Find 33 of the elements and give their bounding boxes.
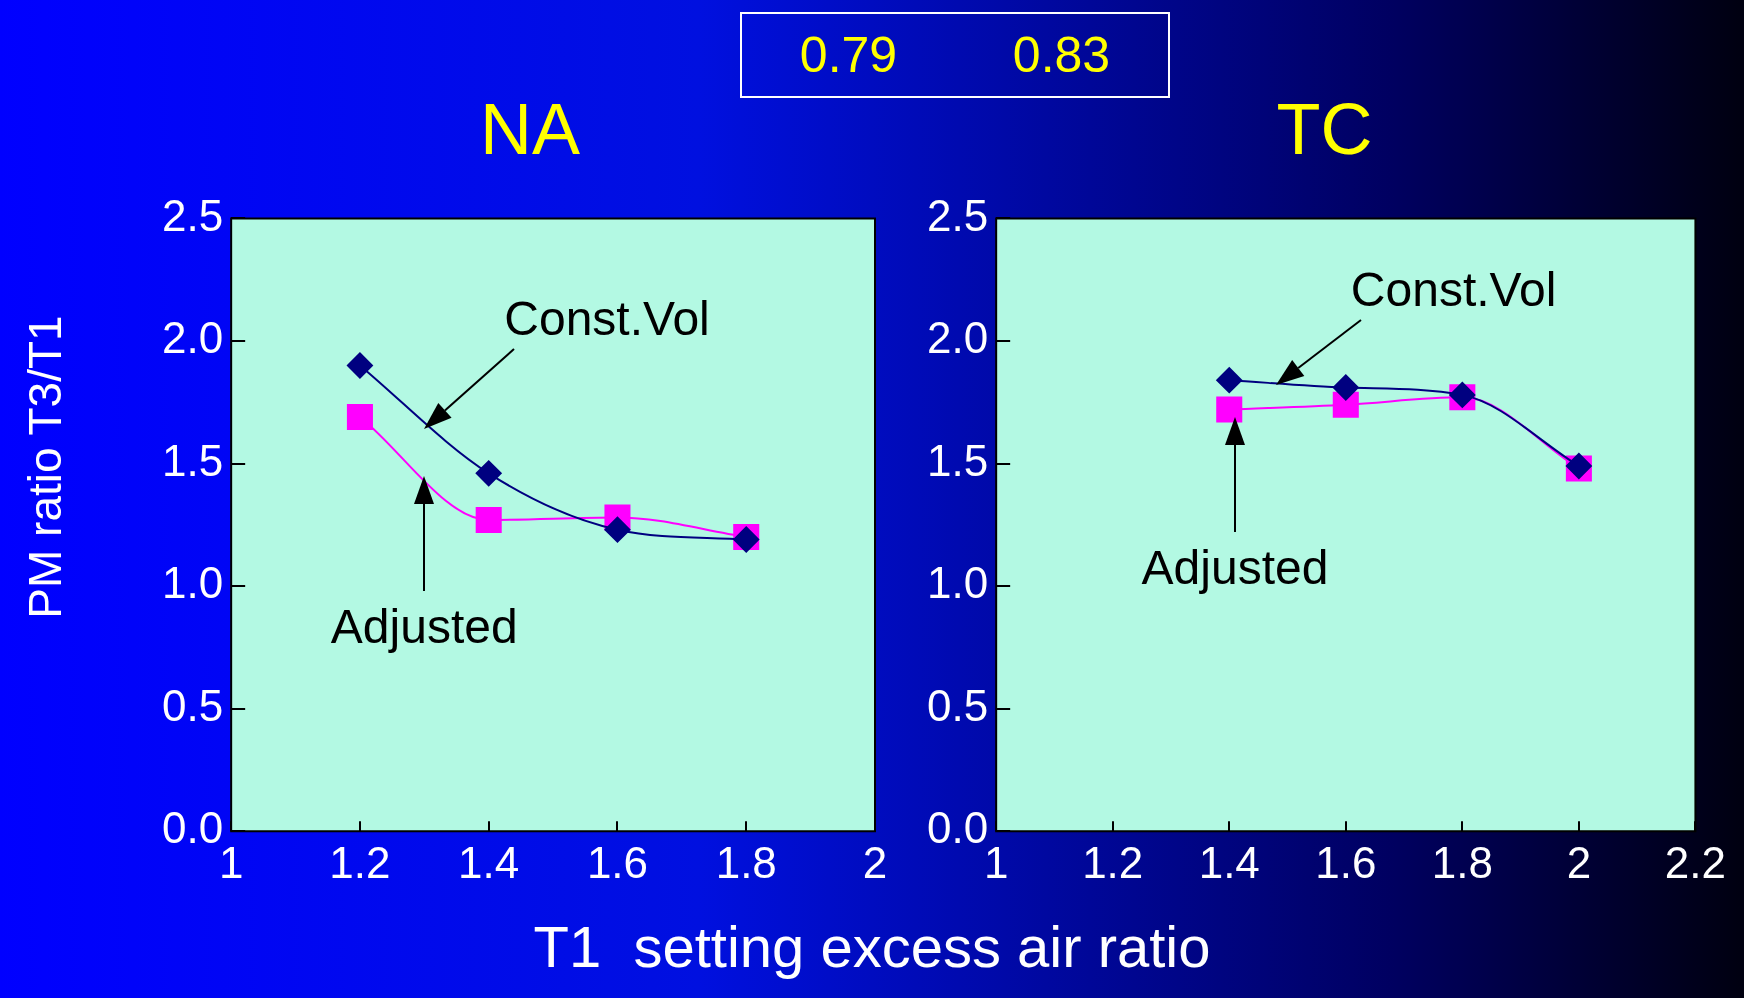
text: 0.79: [799, 26, 898, 84]
annotation: Adjusted: [330, 598, 518, 655]
x-tick-label: 1.8: [715, 837, 777, 887]
x-tick-label: 1.2: [329, 837, 391, 887]
text: 0.83: [1012, 26, 1111, 84]
y-tick-label: 2.5: [926, 190, 989, 240]
x-tick-label: 1.2: [1082, 837, 1144, 887]
annotation: Adjusted: [1141, 539, 1329, 596]
y-tick-label: 2.5: [161, 190, 224, 240]
y-tick-label: 1.5: [161, 435, 224, 485]
y-tick-label: 2.0: [926, 313, 989, 363]
chart-title: NA: [479, 88, 581, 170]
y-axis-title: PM ratio T3/T1: [18, 314, 72, 621]
x-tick-label: 2.2: [1664, 837, 1726, 887]
y-tick-label: 0.5: [926, 680, 989, 730]
annotation: Const.Vol: [1350, 262, 1557, 319]
y-tick-label: 0.0: [926, 803, 989, 853]
y-tick-label: 0.0: [161, 803, 224, 853]
x-tick-label: 1.8: [1431, 837, 1493, 887]
x-tick-label: 1.6: [1315, 837, 1377, 887]
y-tick-label: 1.5: [926, 435, 989, 485]
x-axis-title: T1 setting excess air ratio: [532, 913, 1212, 981]
x-tick-label: 2: [1566, 837, 1592, 887]
x-tick-label: 1.4: [458, 837, 520, 887]
annotation: Const.Vol: [504, 291, 710, 348]
y-tick-label: 1.0: [161, 558, 224, 608]
x-tick-label: 1.4: [1198, 837, 1260, 887]
x-tick-label: 2: [862, 837, 888, 887]
y-tick-label: 1.0: [926, 558, 989, 608]
x-tick-label: 1.6: [586, 837, 649, 887]
y-tick-label: 0.5: [161, 680, 224, 730]
chart-title: TC: [1275, 88, 1374, 170]
y-tick-label: 2.0: [161, 313, 224, 363]
